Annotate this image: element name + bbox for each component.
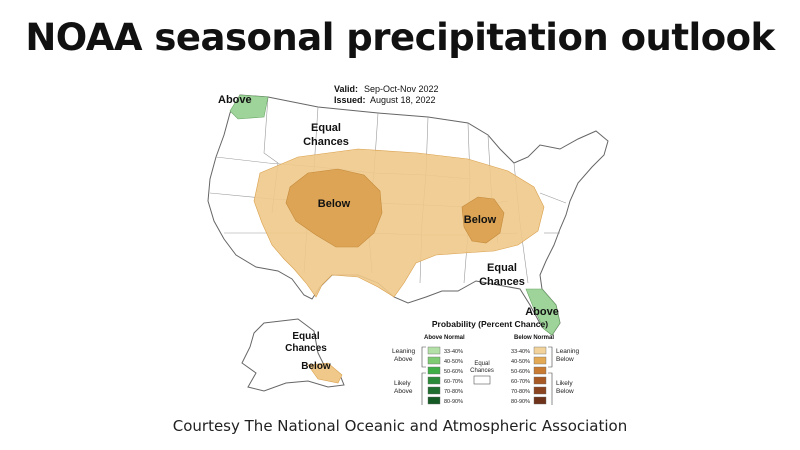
legend-below-bin-label: 40-50% [511,359,530,365]
legend-below-likely-2: Below [556,388,574,395]
legend-below-bracket [548,346,553,405]
legend-below-bin-label: 50-60% [511,369,530,375]
legend-above-swatch [427,356,441,365]
below-central-region [461,196,505,244]
label-above-northwest: Above [218,94,252,106]
legend-above-swatch [427,366,441,375]
label-equal-chances-southeast-1: Equal [487,262,517,274]
legend-below-leaning-2: Below [556,356,574,363]
legend-below-leaning-1: Leaning [556,348,580,355]
label-equal-chances-alaska-2: Chances [285,343,327,354]
legend-below-bin-label: 60-70% [511,379,530,385]
legend-above-likely-1: Likely [394,380,411,387]
label-equal-chances-alaska-1: Equal [292,331,319,342]
slide-title: NOAA seasonal precipitation outlook [25,16,775,59]
legend-equal-1: Equal [474,361,489,367]
legend-below-swatch [533,346,547,355]
legend-below-swatches: 33-40% 40-50% 50-60% 60-70% 70-80% 80-90% [511,346,547,405]
label-equal-chances-southeast-2: Chances [479,276,525,288]
legend-above-swatch [427,376,441,385]
legend-below-swatch [533,366,547,375]
legend-above-bin-label: 50-60% [444,369,463,375]
issued-value: August 18, 2022 [370,95,436,105]
legend-above-swatch [427,346,441,355]
legend-title: Probability (Percent Chance) [432,319,548,329]
legend-above-bin-label: 33-40% [444,349,463,355]
above-florida-region [525,288,561,336]
label-below-alaska: Below [301,361,331,372]
legend-above-header: Above Normal [424,335,465,341]
valid-value: Sep-Oct-Nov 2022 [364,84,439,94]
legend-equal-swatch [473,375,491,385]
legend-below-bin-label: 70-80% [511,389,530,395]
outlook-map-svg: Valid: Sep-Oct-Nov 2022 Issued: August 1… [207,84,609,405]
below-west-region [285,168,383,248]
valid-label: Valid: [334,84,358,94]
above-northwest-region [229,94,269,120]
issued-label: Issued: [334,95,366,105]
label-equal-chances-north-2: Chances [303,136,349,148]
label-below-central: Below [464,214,497,226]
legend-below-swatch [533,376,547,385]
outlook-map: Valid: Sep-Oct-Nov 2022 Issued: August 1… [168,83,632,405]
legend-above-swatch [427,386,441,395]
legend-equal-2: Chances [470,368,494,374]
legend-above-bracket [421,346,426,405]
legend-below-swatch [533,386,547,395]
legend-above-leaning-2: Above [394,356,413,363]
legend-above-bin-label: 60-70% [444,379,463,385]
legend-below-header: Below Normal [514,335,554,341]
legend-above-swatch [427,396,441,405]
slide-caption: Courtesy The National Oceanic and Atmosp… [172,417,628,435]
legend-below-swatch [533,356,547,365]
legend-above-bin-label: 40-50% [444,359,463,365]
label-equal-chances-north-1: Equal [311,122,341,134]
legend-below-bin-label: 33-40% [511,349,530,355]
legend-above-likely-2: Above [394,388,413,395]
legend-above-leaning-1: Leaning [392,348,416,355]
label-below-west: Below [318,198,351,210]
legend-above-swatches: 33-40% 40-50% 50-60% 60-70% 70-80% 80-90% [427,346,463,405]
legend-above-bin-label: 70-80% [444,389,463,395]
label-above-florida: Above [525,306,559,318]
legend-below-likely-1: Likely [556,380,573,387]
legend-below-swatch [533,396,547,405]
legend-below-bin-label: 80-90% [511,399,530,405]
legend: Probability (Percent Chance) Above Norma… [392,319,580,405]
legend-above-bin-label: 80-90% [444,399,463,405]
alaska-below-region [307,362,343,384]
